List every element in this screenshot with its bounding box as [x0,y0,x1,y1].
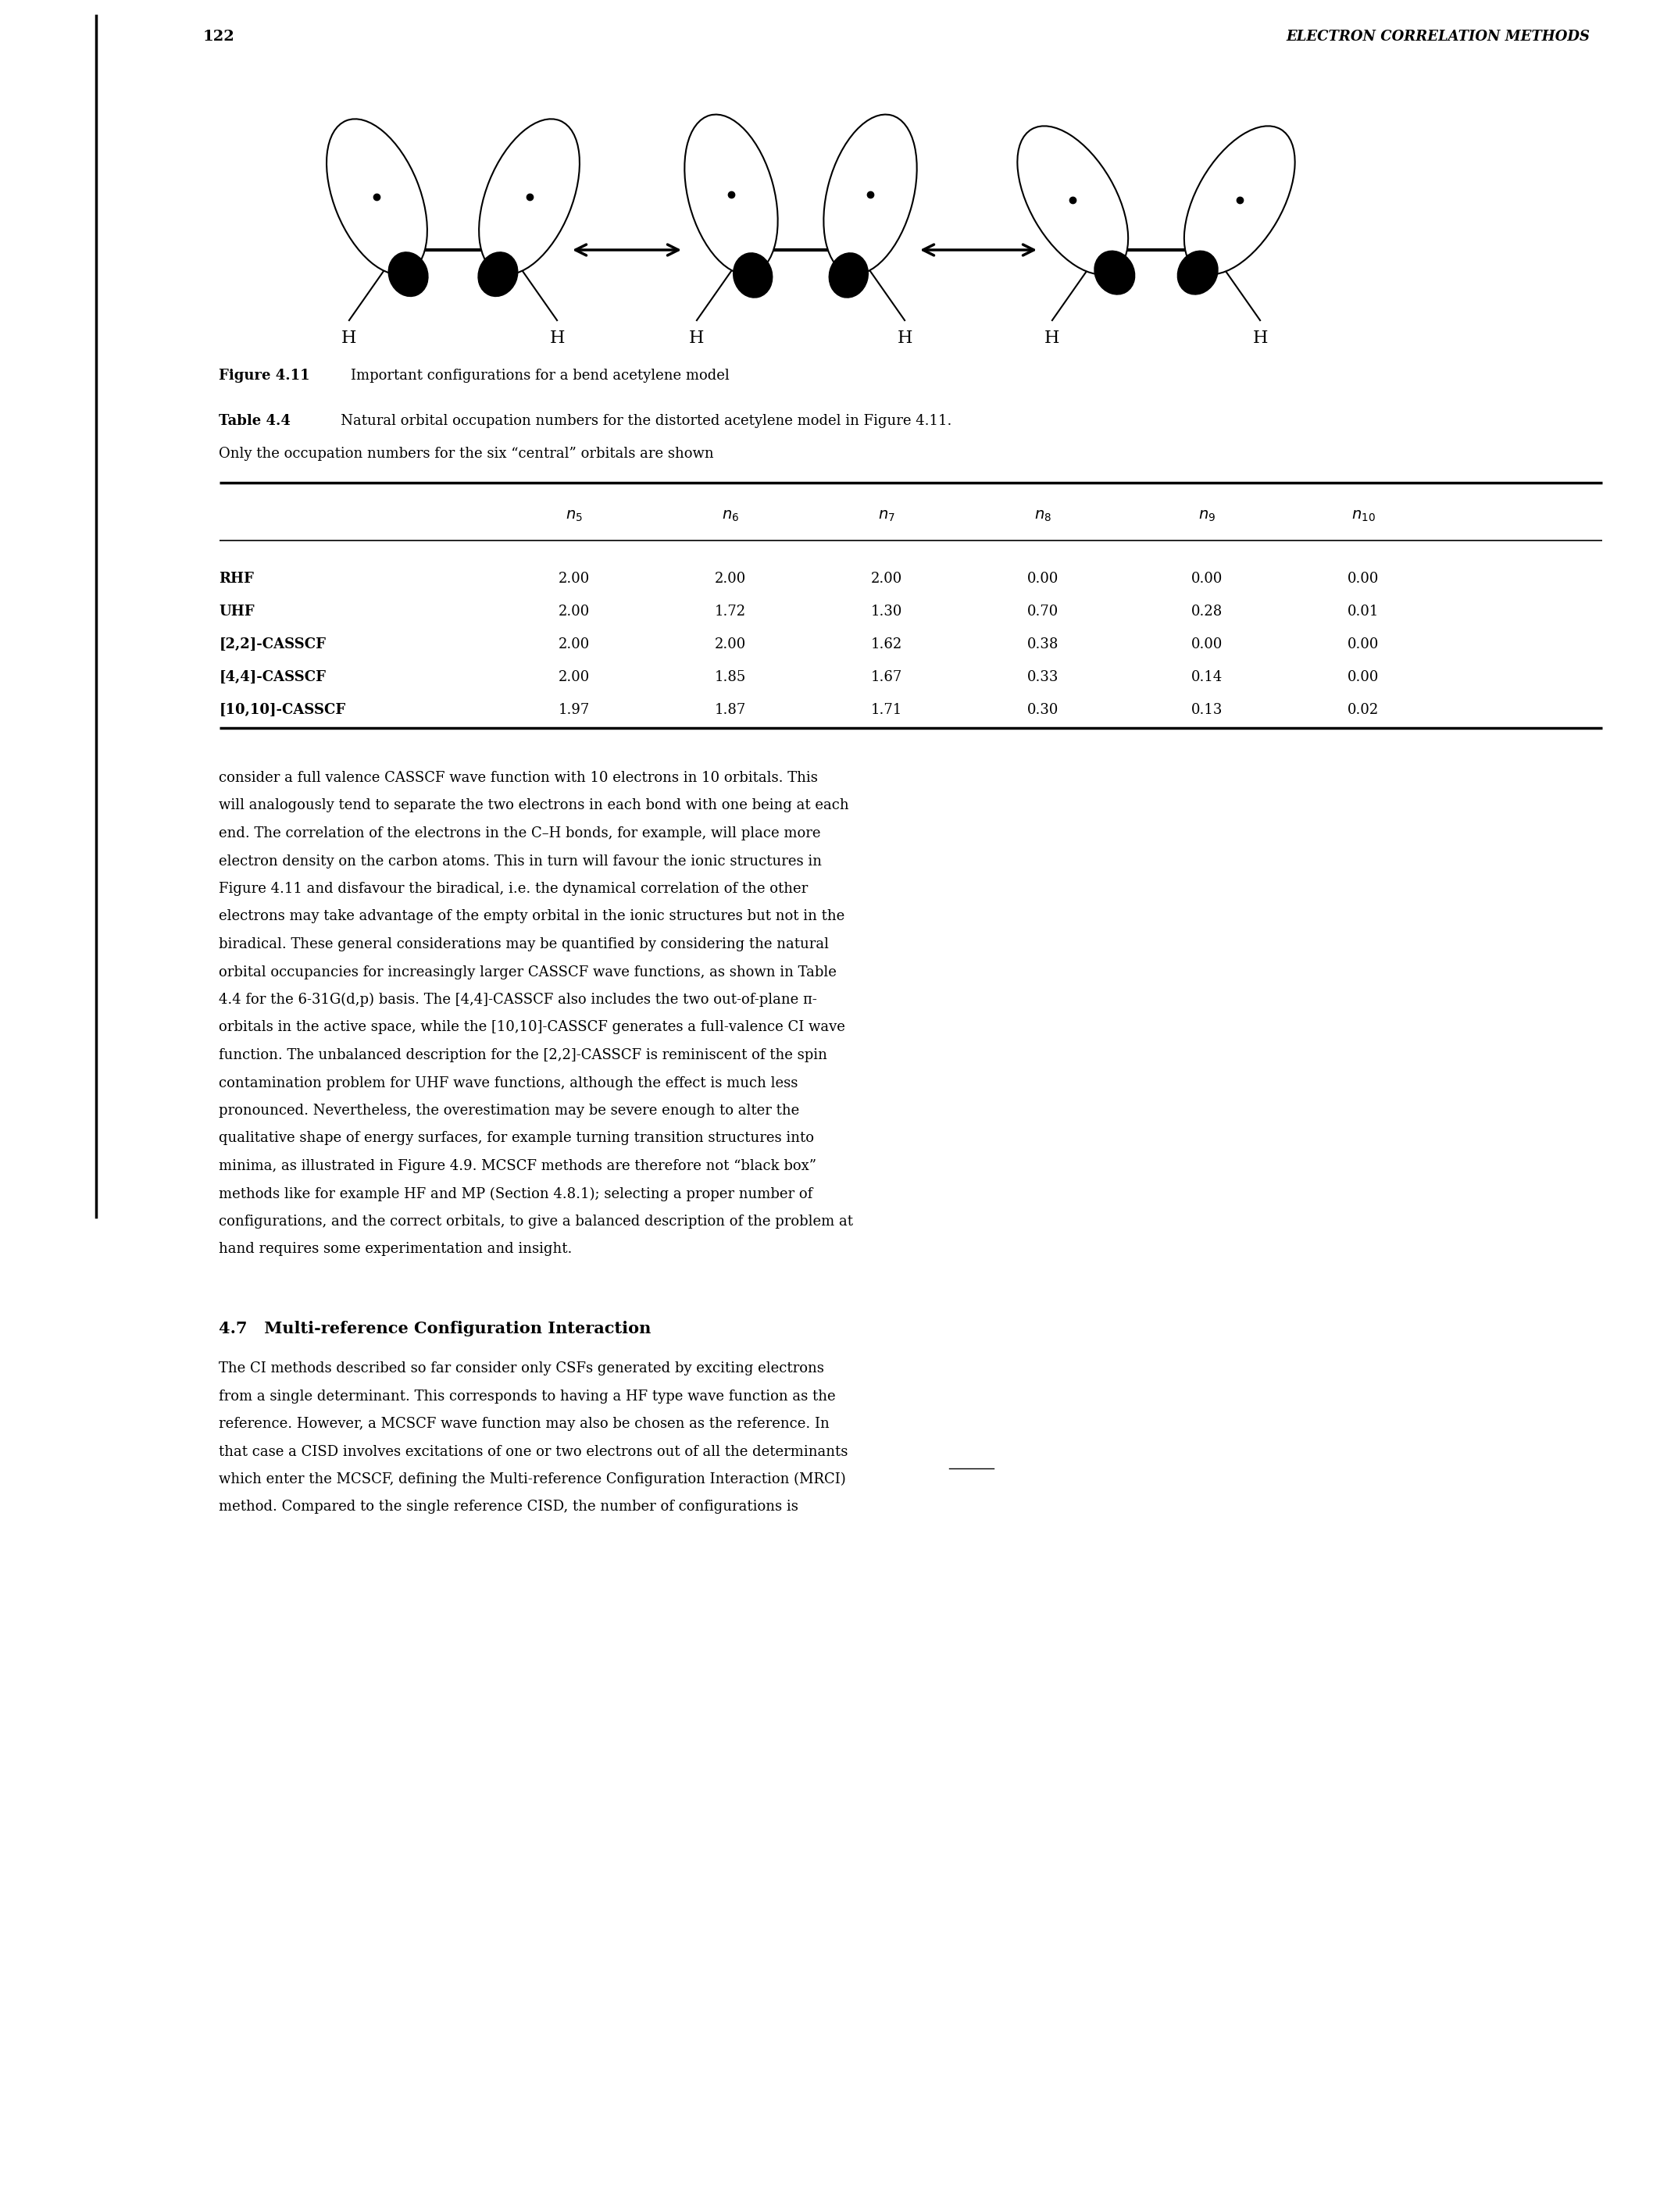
Ellipse shape [734,252,772,299]
Ellipse shape [828,252,868,299]
Text: Figure 4.11: Figure 4.11 [219,369,310,383]
Text: H: H [1044,330,1059,347]
Text: Natural orbital occupation numbers for the distorted acetylene model in Figure 4: Natural orbital occupation numbers for t… [327,414,951,429]
Text: methods like for example HF and MP (Section 4.8.1); selecting a proper number of: methods like for example HF and MP (Sect… [219,1188,813,1201]
Text: $n_7$: $n_7$ [878,509,895,524]
Text: RHF: RHF [219,571,254,586]
Text: H: H [1253,330,1268,347]
Text: 0.30: 0.30 [1028,703,1059,717]
Text: Table 4.4: Table 4.4 [219,414,290,429]
Text: [2,2]-CASSCF: [2,2]-CASSCF [219,637,325,650]
Ellipse shape [388,252,428,296]
Text: H: H [689,330,704,347]
Text: 1.71: 1.71 [872,703,903,717]
Text: electrons may take advantage of the empty orbital in the ionic structures but no: electrons may take advantage of the empt… [219,909,845,925]
Text: 2.00: 2.00 [558,670,589,684]
Text: H: H [342,330,357,347]
Ellipse shape [480,119,579,274]
Ellipse shape [823,115,916,274]
Ellipse shape [478,252,518,296]
Text: 1.72: 1.72 [715,604,745,619]
Text: orbitals in the active space, while the [10,10]-CASSCF generates a full-valence : orbitals in the active space, while the … [219,1020,845,1035]
Text: 2.00: 2.00 [558,571,589,586]
Text: 0.01: 0.01 [1348,604,1379,619]
Text: method. Compared to the single reference CISD, the number of configurations is: method. Compared to the single reference… [219,1500,798,1513]
Text: consider a full valence CASSCF wave function with 10 electrons in 10 orbitals. T: consider a full valence CASSCF wave func… [219,772,818,785]
Text: H: H [896,330,913,347]
Text: Figure 4.11 and disfavour the biradical, i.e. the dynamical correlation of the o: Figure 4.11 and disfavour the biradical,… [219,883,808,896]
Text: 2.00: 2.00 [558,637,589,650]
Text: function. The unbalanced description for the [2,2]-CASSCF is reminiscent of the : function. The unbalanced description for… [219,1048,828,1062]
Ellipse shape [327,119,427,274]
Text: 1.85: 1.85 [715,670,745,684]
Text: ELECTRON CORRELATION METHODS: ELECTRON CORRELATION METHODS [1286,29,1590,44]
Text: 0.00: 0.00 [1192,571,1223,586]
Text: electron density on the carbon atoms. This in turn will favour the ionic structu: electron density on the carbon atoms. Th… [219,854,822,867]
Text: 0.70: 0.70 [1028,604,1059,619]
Text: 4.7   Multi-reference Configuration Interaction: 4.7 Multi-reference Configuration Intera… [219,1321,651,1336]
Text: Only the occupation numbers for the six “central” orbitals are shown: Only the occupation numbers for the six … [219,447,714,460]
Text: 1.67: 1.67 [872,670,903,684]
Text: 2.00: 2.00 [715,571,745,586]
Text: biradical. These general considerations may be quantified by considering the nat: biradical. These general considerations … [219,938,830,951]
Text: $n_5$: $n_5$ [566,509,583,524]
Ellipse shape [1018,126,1129,274]
Text: 0.33: 0.33 [1028,670,1059,684]
Text: 122: 122 [203,29,234,44]
Text: minima, as illustrated in Figure 4.9. MCSCF methods are therefore not “black box: minima, as illustrated in Figure 4.9. MC… [219,1159,817,1172]
Text: 4.4 for the 6-31G(d,p) basis. The [4,4]-CASSCF also includes the two out-of-plan: 4.4 for the 6-31G(d,p) basis. The [4,4]-… [219,993,817,1006]
Text: 0.00: 0.00 [1348,670,1379,684]
Text: 2.00: 2.00 [715,637,745,650]
Text: $n_{10}$: $n_{10}$ [1351,509,1374,524]
Text: 2.00: 2.00 [558,604,589,619]
Text: end. The correlation of the electrons in the C–H bonds, for example, will place : end. The correlation of the electrons in… [219,827,822,841]
Text: 0.00: 0.00 [1348,571,1379,586]
Ellipse shape [1177,250,1218,294]
Text: 1.30: 1.30 [872,604,903,619]
Text: $n_8$: $n_8$ [1034,509,1051,524]
Text: UHF: UHF [219,604,254,619]
Ellipse shape [1094,250,1135,294]
Text: [4,4]-CASSCF: [4,4]-CASSCF [219,670,325,684]
Text: 1.97: 1.97 [558,703,589,717]
Text: $n_6$: $n_6$ [722,509,739,524]
Text: 0.28: 0.28 [1192,604,1223,619]
Text: 0.13: 0.13 [1192,703,1223,717]
Ellipse shape [684,115,779,274]
Text: [10,10]-CASSCF: [10,10]-CASSCF [219,703,345,717]
Text: 1.62: 1.62 [872,637,903,650]
Text: 2.00: 2.00 [872,571,903,586]
Text: which enter the MCSCF, defining the Multi-reference Configuration Interaction (M: which enter the MCSCF, defining the Mult… [219,1473,847,1486]
Text: will analogously tend to separate the two electrons in each bond with one being : will analogously tend to separate the tw… [219,799,850,812]
Text: H: H [549,330,564,347]
Text: 0.38: 0.38 [1028,637,1059,650]
Text: 0.14: 0.14 [1192,670,1223,684]
Text: Important configurations for a bend acetylene model: Important configurations for a bend acet… [332,369,729,383]
Text: contamination problem for UHF wave functions, although the effect is much less: contamination problem for UHF wave funct… [219,1075,798,1091]
Text: The CI methods described so far consider only CSFs generated by exciting electro: The CI methods described so far consider… [219,1360,825,1376]
Text: from a single determinant. This corresponds to having a HF type wave function as: from a single determinant. This correspo… [219,1389,837,1402]
Ellipse shape [1184,126,1295,274]
Text: qualitative shape of energy surfaces, for example turning transition structures : qualitative shape of energy surfaces, fo… [219,1130,815,1146]
Text: orbital occupancies for increasingly larger CASSCF wave functions, as shown in T: orbital occupancies for increasingly lar… [219,964,837,980]
Text: 0.00: 0.00 [1028,571,1059,586]
Text: 0.00: 0.00 [1192,637,1223,650]
Text: that case a CISD involves excitations of one or two electrons out of all the det: that case a CISD involves excitations of… [219,1444,848,1458]
Text: pronounced. Nevertheless, the overestimation may be severe enough to alter the: pronounced. Nevertheless, the overestima… [219,1104,800,1117]
Text: reference. However, a MCSCF wave function may also be chosen as the reference. I: reference. However, a MCSCF wave functio… [219,1418,830,1431]
Text: hand requires some experimentation and insight.: hand requires some experimentation and i… [219,1243,573,1256]
Text: $n_9$: $n_9$ [1199,509,1215,524]
Text: 1.87: 1.87 [715,703,745,717]
Text: 0.02: 0.02 [1348,703,1379,717]
Text: 0.00: 0.00 [1348,637,1379,650]
Text: configurations, and the correct orbitals, to give a balanced description of the : configurations, and the correct orbitals… [219,1214,853,1228]
